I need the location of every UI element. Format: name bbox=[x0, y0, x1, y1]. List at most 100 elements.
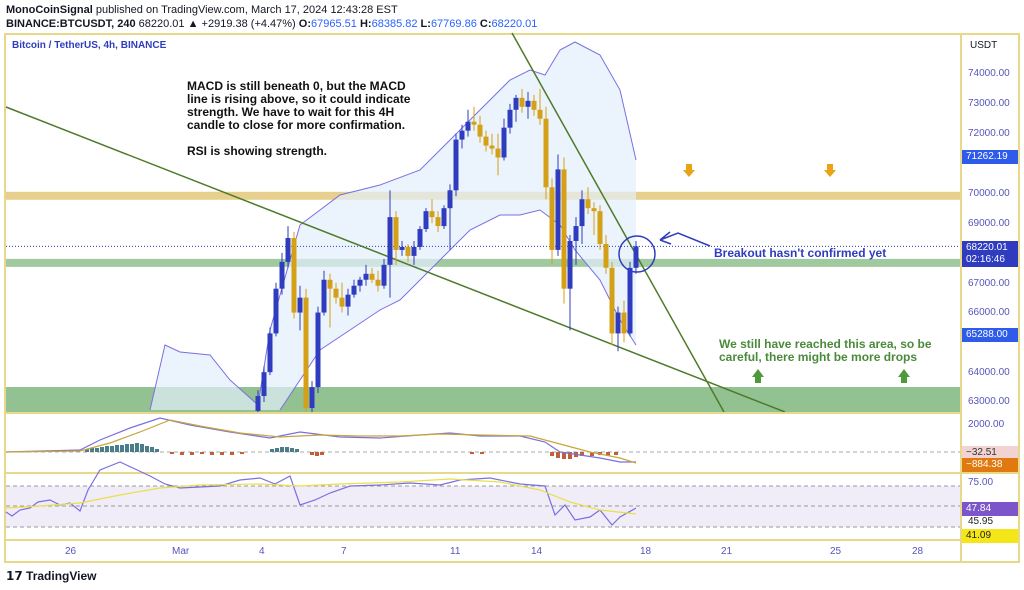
area-note-line2: careful, there might be more drops bbox=[719, 350, 918, 364]
macd-histogram-bar bbox=[556, 452, 560, 458]
candle-body bbox=[327, 279, 333, 289]
time-tick: 7 bbox=[341, 546, 347, 557]
rsi-ma-line bbox=[5, 478, 637, 515]
candle-body bbox=[567, 240, 573, 289]
macd-signal-line bbox=[5, 419, 637, 464]
candle-body bbox=[597, 211, 603, 244]
candle-body bbox=[399, 246, 405, 250]
time-tick: 26 bbox=[65, 546, 77, 557]
candle-body bbox=[297, 297, 303, 313]
open-label: O: bbox=[298, 18, 312, 30]
time-tick: 4 bbox=[259, 546, 265, 557]
macd-histogram-bar bbox=[210, 452, 214, 455]
countdown-tag: 02:16:46 bbox=[962, 253, 1018, 267]
low-value: 67769.86 bbox=[430, 18, 477, 30]
candle-body bbox=[279, 261, 285, 289]
macd-histogram-bar bbox=[568, 452, 572, 459]
candle-body bbox=[489, 145, 495, 149]
candle-body bbox=[315, 312, 321, 388]
rsi-value-tag: 47.84 bbox=[962, 502, 1018, 516]
candle-body bbox=[351, 285, 357, 295]
arrow-annotation-icon bbox=[659, 231, 711, 247]
candle-body bbox=[561, 169, 567, 289]
macd-histogram-bar bbox=[90, 448, 94, 452]
chart-legend-title: Bitcoin / TetherUS, 4h, BINANCE bbox=[12, 40, 167, 51]
rsi-mid-level: 45.95 bbox=[968, 516, 994, 527]
candle-body bbox=[621, 312, 627, 334]
down-arrow-icon bbox=[683, 164, 695, 177]
macd-axis-level: 2000.00 bbox=[968, 419, 1005, 430]
current-price-tag: 68220.01 bbox=[962, 241, 1018, 255]
macd-histogram-bar bbox=[135, 443, 139, 452]
price-tick: 72000.00 bbox=[968, 128, 1010, 139]
tv-logo-icon: 𝟭𝟳 bbox=[6, 569, 27, 583]
last-price: 68220.01 bbox=[138, 18, 185, 30]
rsi-note-text: RSI is showing strength. bbox=[187, 144, 328, 158]
candle-body bbox=[339, 297, 345, 307]
time-tick: 25 bbox=[830, 546, 842, 557]
candle-body bbox=[321, 279, 327, 313]
macd-histogram-bar bbox=[470, 452, 474, 454]
rsi-axis-upper: 75.00 bbox=[968, 477, 994, 488]
macd-histogram-bar bbox=[140, 444, 144, 452]
candle-body bbox=[429, 211, 435, 218]
candle-body bbox=[303, 297, 309, 408]
candle-body bbox=[519, 97, 525, 107]
bollinger-upper bbox=[149, 41, 637, 411]
macd-histogram-bar bbox=[85, 449, 89, 452]
macd-signal-tag: −884.38 bbox=[962, 458, 1018, 472]
macd-note-text: MACD is still beneath 0, but the MACD li… bbox=[187, 79, 411, 132]
high-value: 68385.82 bbox=[371, 18, 418, 30]
candle-body bbox=[369, 273, 375, 280]
breakout-circle bbox=[618, 235, 656, 273]
macd-line bbox=[5, 417, 636, 463]
price-change: ▲ +2919.38 (+4.47%) bbox=[187, 18, 296, 30]
publish-header: MonoCoinSignal published on TradingView.… bbox=[6, 3, 537, 31]
candle-body bbox=[513, 97, 519, 110]
macd-histogram-bar bbox=[155, 449, 159, 452]
candle-body bbox=[447, 190, 453, 209]
close-value: 68220.01 bbox=[491, 18, 538, 30]
macd-histogram-bar bbox=[275, 448, 279, 452]
candle-body bbox=[453, 139, 459, 191]
area-annotation: We still have reached this area, so be c… bbox=[719, 338, 932, 364]
macd-histogram-bar bbox=[190, 452, 194, 455]
price-axis[interactable] bbox=[960, 33, 1020, 563]
macd-histogram-bar bbox=[145, 446, 149, 452]
price-tick: 63000.00 bbox=[968, 396, 1010, 407]
candle-body bbox=[309, 387, 315, 408]
candle-body bbox=[501, 127, 507, 158]
high-label: H: bbox=[359, 18, 372, 30]
time-tick: Mar bbox=[172, 546, 190, 557]
support-zone bbox=[6, 258, 960, 267]
time-tick: 11 bbox=[450, 546, 461, 557]
macd-histogram-bar bbox=[150, 447, 154, 452]
macd-histogram-bar bbox=[310, 452, 314, 455]
candle-body bbox=[459, 130, 465, 140]
candle-body bbox=[633, 246, 639, 268]
macd-histogram-bar bbox=[295, 449, 299, 452]
macd-histogram-bar bbox=[105, 446, 109, 452]
macd-histogram-bar bbox=[315, 452, 319, 456]
candle-body bbox=[573, 226, 579, 241]
candle-body bbox=[579, 199, 585, 227]
candle-body bbox=[435, 217, 441, 227]
macd-histogram-bar bbox=[550, 452, 554, 456]
candle-body bbox=[465, 121, 471, 131]
candle-body bbox=[357, 279, 363, 286]
candle-body bbox=[411, 246, 417, 256]
macd-histogram-bar bbox=[180, 452, 184, 455]
candle-body bbox=[537, 109, 543, 119]
candle-body bbox=[483, 136, 489, 146]
time-tick: 28 bbox=[912, 546, 924, 557]
macd-histogram-bar bbox=[95, 448, 99, 452]
price-tick: 70000.00 bbox=[968, 188, 1010, 199]
steep-trendline bbox=[511, 32, 725, 413]
macd-histogram-bar bbox=[285, 447, 289, 452]
candle-body bbox=[591, 208, 597, 212]
currency-label: USDT bbox=[970, 40, 998, 51]
candle-body bbox=[507, 109, 513, 128]
tradingview-logo[interactable]: 𝟭𝟳 TradingView bbox=[6, 569, 97, 583]
macd-value-tag: −32.51 bbox=[962, 446, 1018, 460]
